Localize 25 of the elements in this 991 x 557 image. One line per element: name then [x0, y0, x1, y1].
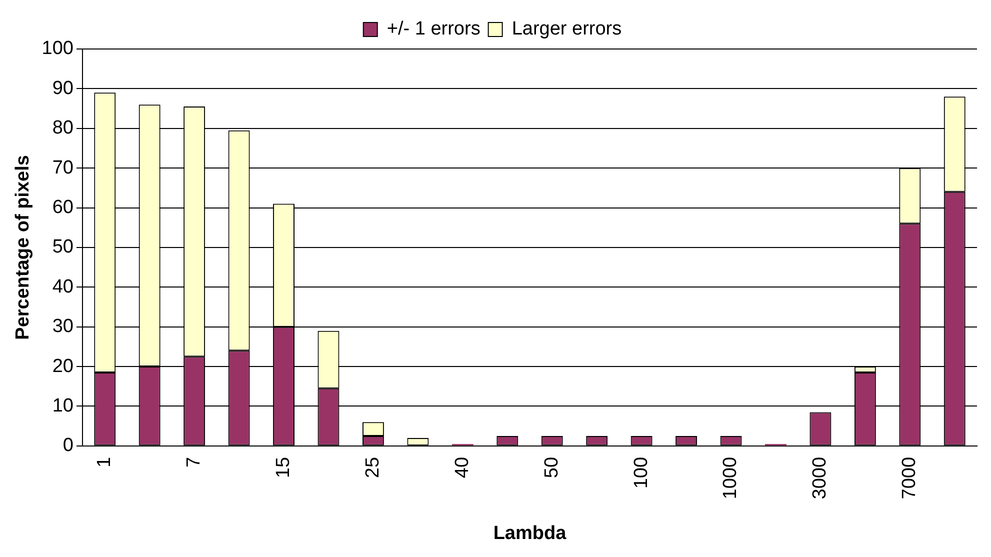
x-tick-label: 100: [630, 456, 652, 489]
x-tick-label: 15: [272, 456, 294, 478]
x-tick-label: 25: [362, 456, 384, 478]
y-tick-label: 70: [52, 157, 74, 178]
y-tick-label: 100: [42, 38, 74, 60]
y-tick-label: 50: [52, 236, 74, 258]
y-tick-label: 10: [52, 395, 74, 416]
y-axis-title: Percentage of pixels: [12, 155, 34, 340]
y-tick-label: 20: [52, 356, 74, 377]
x-tick-label: 50: [541, 456, 562, 478]
x-tick-label: 7000: [899, 456, 920, 500]
y-tick-label: 30: [52, 316, 74, 338]
x-tick-label: 7: [184, 456, 205, 468]
legend-label: +/- 1 errors: [386, 18, 480, 40]
x-tick-label: 1: [94, 456, 116, 468]
y-tick-label: 90: [52, 78, 74, 99]
y-tick-label: 80: [52, 118, 74, 139]
x-tick-label: 1000: [720, 456, 742, 500]
y-tick-label: 60: [52, 197, 74, 218]
legend-label: Larger errors: [512, 18, 622, 40]
y-tick-label: 40: [52, 276, 74, 298]
x-tick-label: 40: [452, 456, 473, 478]
x-tick-label: 3000: [810, 456, 831, 500]
y-tick-label: 0: [62, 435, 74, 456]
x-axis-title: Lambda: [493, 522, 567, 544]
